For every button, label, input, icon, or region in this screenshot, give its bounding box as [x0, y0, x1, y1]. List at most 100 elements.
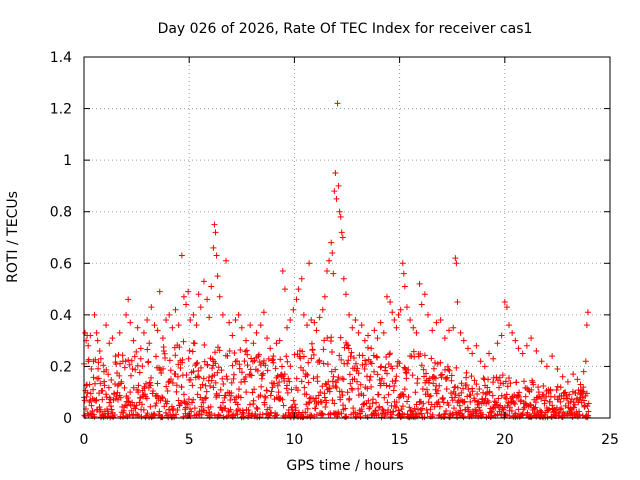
series-0-band-point-969: [447, 390, 454, 397]
series-0-band-point-475: [260, 357, 267, 364]
series-0-band-point-875: [412, 389, 419, 396]
series-0-band-point-25: [90, 374, 97, 381]
series-0-point-10: [94, 337, 101, 344]
series-0-band-point-888: [417, 350, 424, 357]
series-0-band-point-588: [303, 391, 310, 398]
series-0-point-5: [87, 332, 94, 339]
series-0-band-point-48: [99, 396, 106, 403]
series-0-band-point-600: [308, 355, 315, 362]
series-0-band-point-1065: [484, 384, 491, 391]
series-0-band-point-448: [250, 397, 257, 404]
series-0-band-point-438: [246, 401, 253, 408]
series-0-band-point-464: [256, 358, 263, 365]
series-0-point-156: [490, 355, 497, 362]
series-0-band-point-315: [200, 399, 207, 406]
series-0-band-point-299: [194, 359, 201, 366]
series-0-band-point-950: [440, 399, 447, 406]
series-0-band-point-798: [383, 353, 390, 360]
series-0-point-147: [454, 298, 461, 305]
series-0-band-point-1130: [508, 408, 515, 415]
series-0-point-58: [219, 311, 226, 318]
series-0-band-point-534: [283, 353, 290, 360]
series-0-band-point-1135: [510, 399, 517, 406]
series-0-band-point-1206: [537, 409, 544, 416]
series-0-point-170: [543, 363, 550, 370]
series-0-point-20: [123, 311, 130, 318]
plot-frame: [83, 56, 611, 419]
series-0-band-point-915: [427, 406, 434, 413]
series-0-band-point-332: [206, 414, 213, 421]
series-0-band-point-731: [357, 381, 364, 388]
series-0-band-point-206: [159, 394, 166, 401]
series-0-band-point-536: [284, 382, 291, 389]
series-0-point-27: [144, 317, 151, 324]
series-0-band-point-1251: [554, 383, 561, 390]
series-0-band-point-958: [443, 385, 450, 392]
series-0-point-171: [549, 353, 556, 360]
series-0-band-point-1142: [513, 379, 520, 386]
series-0-band-point-308: [197, 384, 204, 391]
series-0-point-61: [229, 332, 236, 339]
series-0-band-point-1036: [473, 381, 480, 388]
series-0-band-point-1217: [541, 397, 548, 404]
series-0-band-point-954: [442, 411, 449, 418]
series-0-band-point-926: [431, 403, 438, 410]
series-0-band-point-801: [384, 399, 391, 406]
series-0-band-point-314: [200, 407, 207, 414]
series-0-band-point-778: [375, 391, 382, 398]
series-0-band-point-345: [211, 412, 218, 419]
series-0-point-34: [163, 317, 170, 324]
series-0-band-point-144: [135, 382, 142, 389]
series-0-band-point-66: [105, 384, 112, 391]
series-0-band-point-821: [391, 403, 398, 410]
series-0-band-point-374: [222, 392, 229, 399]
series-0-point-19: [119, 358, 126, 365]
series-0-band-point-617: [314, 378, 321, 385]
series-0-band-point-571: [297, 355, 304, 362]
series-0-band-point-342: [210, 384, 217, 391]
series-0-band-point-959: [444, 374, 451, 381]
series-0-band-point-413: [237, 347, 244, 354]
series-0-band-point-449: [251, 386, 258, 393]
series-0-band-point-832: [396, 394, 403, 401]
series-0-point-16: [109, 335, 116, 342]
series-0-band-point-859: [406, 404, 413, 411]
series-0-point-18: [116, 329, 123, 336]
series-0-point-166: [523, 342, 530, 349]
series-0-band-point-584: [302, 409, 309, 416]
series-0-band-point-606: [310, 375, 317, 382]
series-0-band-point-170: [145, 358, 152, 365]
series-0-band-point-211: [160, 348, 167, 355]
series-0-band-point-356: [215, 364, 222, 371]
series-0-point-131: [403, 304, 410, 311]
series-0-band-point-1098: [496, 374, 503, 381]
series-0-band-point-714: [351, 376, 358, 383]
series-0-band-point-631: [319, 411, 326, 418]
series-0-band-point-23: [89, 395, 96, 402]
series-0-band-point-929: [432, 375, 439, 382]
series-0-band-point-2: [81, 397, 88, 404]
series-0-band-point-502: [271, 380, 278, 387]
series-0-band-point-1232: [547, 386, 554, 393]
series-0-band-point-396: [230, 371, 237, 378]
series-0-point-102: [335, 182, 342, 189]
series-0-point-163: [512, 337, 519, 344]
series-0-band-point-1308: [576, 411, 583, 418]
series-0-band-point-916: [427, 392, 434, 399]
series-0-band-point-1080: [490, 379, 497, 386]
series-0-band-point-390: [228, 379, 235, 386]
series-0-point-120: [380, 329, 387, 336]
series-0-point-71: [264, 335, 271, 342]
series-0-band-point-354: [214, 344, 221, 351]
series-0-band-point-1071: [486, 388, 493, 395]
x-tick-label-2: 10: [285, 432, 303, 448]
series-0-band-point-742: [362, 357, 369, 364]
series-0-band-point-705: [348, 411, 355, 418]
series-0-band-point-576: [299, 348, 306, 355]
series-0-band-point-957: [443, 375, 450, 382]
series-0-band-point-644: [324, 361, 331, 368]
series-0-band-point-223: [165, 379, 172, 386]
series-0-band-point-1296: [571, 401, 578, 408]
series-0-band-point-773: [373, 353, 380, 360]
series-0-band-point-679: [338, 356, 345, 363]
